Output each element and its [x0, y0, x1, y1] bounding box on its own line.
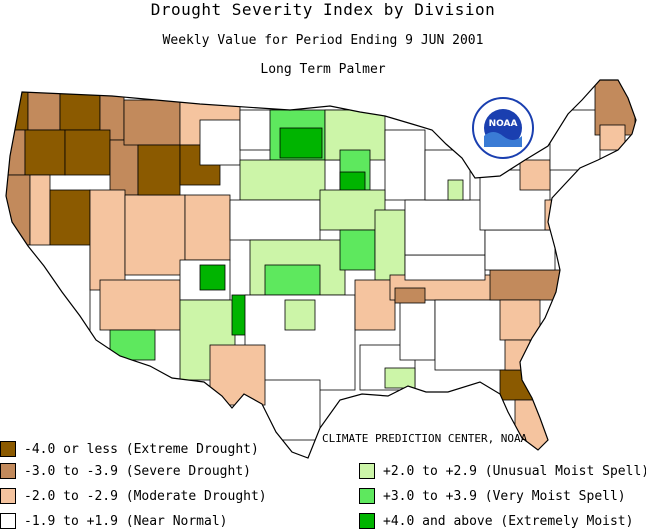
legend-item: +3.0 to +3.9 (Very Moist Spell): [359, 488, 626, 504]
legend-label: +2.0 to +2.9 (Unusual Moist Spell): [383, 463, 646, 479]
legend-label: -1.9 to +1.9 (Near Normal): [24, 513, 228, 529]
division-id-south: [109, 139, 139, 196]
noaa-logo-text: NOAA: [489, 119, 518, 129]
division-az-south: [109, 329, 156, 361]
legend-label: -3.0 to -3.9 (Severe Drought): [24, 463, 251, 479]
division-ca-sierra: [29, 174, 51, 256]
division-mn-core2: [339, 171, 366, 193]
division-new-england: [549, 109, 601, 171]
index-name: Long Term Palmer: [260, 62, 386, 77]
legend-item: -2.0 to -2.9 (Moderate Drought): [0, 488, 267, 504]
map-subtitle: Weekly Value for Period Ending 9 JUN 200…: [162, 33, 484, 48]
division-nv-north: [49, 189, 91, 251]
legend-swatch: [359, 488, 375, 504]
legend-item: -1.9 to +1.9 (Near Normal): [0, 513, 228, 529]
legend-swatch: [0, 463, 16, 479]
division-mo: [339, 229, 376, 271]
division-va: [484, 229, 556, 271]
division-sc: [499, 299, 541, 341]
legend-item: +2.0 to +2.9 (Unusual Moist Spell): [359, 463, 646, 479]
division-in-oh: [404, 199, 486, 256]
division-ar: [354, 279, 396, 331]
division-tx-south: [259, 379, 321, 441]
division-nd-core: [279, 127, 323, 159]
division-wi: [384, 129, 426, 201]
division-al-ga: [434, 299, 511, 371]
division-or-coast: [6, 129, 26, 176]
legend-swatch: [0, 513, 16, 529]
division-mt-west: [123, 99, 181, 146]
division-nv-south: [89, 189, 126, 291]
division-or-west: [24, 129, 66, 176]
legend-label: +4.0 and above (Extremely Moist): [383, 513, 634, 529]
division-ky: [404, 254, 486, 281]
division-ms: [399, 299, 436, 361]
division-ia: [319, 189, 386, 231]
division-or-east: [64, 129, 111, 176]
division-mt-east: [199, 119, 241, 166]
legend-swatch: [359, 463, 375, 479]
division-il: [374, 209, 406, 281]
legend-item: -3.0 to -3.9 (Severe Drought): [0, 463, 251, 479]
credit-text: CLIMATE PREDICTION CENTER, NOAA: [322, 432, 528, 445]
division-ga-coast: [504, 339, 531, 371]
division-ok-moist: [284, 299, 316, 331]
division-tx-west: [209, 344, 266, 406]
division-sd: [239, 159, 326, 201]
legend-item: -4.0 or less (Extreme Drought): [0, 441, 259, 457]
division-wy-west: [137, 144, 181, 196]
division-ca-south: [19, 244, 91, 356]
division-wa-coast: [6, 89, 29, 131]
division-ca-north: [6, 174, 31, 246]
map-title: Drought Severity Index by Division: [150, 0, 496, 19]
division-la-moist: [384, 367, 416, 389]
legend-swatch: [359, 513, 375, 529]
division-tn-severe: [394, 287, 426, 304]
legend-label: -4.0 or less (Extreme Drought): [24, 441, 259, 457]
division-mi-moist: [447, 179, 464, 201]
legend-label: -2.0 to -2.9 (Moderate Drought): [24, 488, 267, 504]
division-ut: [124, 194, 186, 276]
division-nc: [489, 269, 561, 301]
division-nm-green: [199, 264, 226, 291]
division-nj-md: [544, 199, 561, 231]
division-ks-moist: [264, 264, 321, 296]
division-ny-drought: [519, 159, 551, 191]
legend-swatch: [0, 488, 16, 504]
division-me-coast: [599, 124, 626, 151]
division-wa-west: [27, 89, 61, 131]
legend-item: +4.0 and above (Extremely Moist): [359, 513, 633, 529]
legend-swatch: [0, 441, 16, 457]
noaa-logo: NOAA: [472, 97, 534, 159]
division-co: [184, 194, 231, 261]
legend-label: +3.0 to +3.9 (Very Moist Spell): [383, 488, 626, 504]
division-fl-north: [499, 369, 536, 401]
division-ne: [229, 199, 321, 241]
division-wa-east: [59, 89, 101, 131]
division-az-north: [99, 279, 181, 331]
